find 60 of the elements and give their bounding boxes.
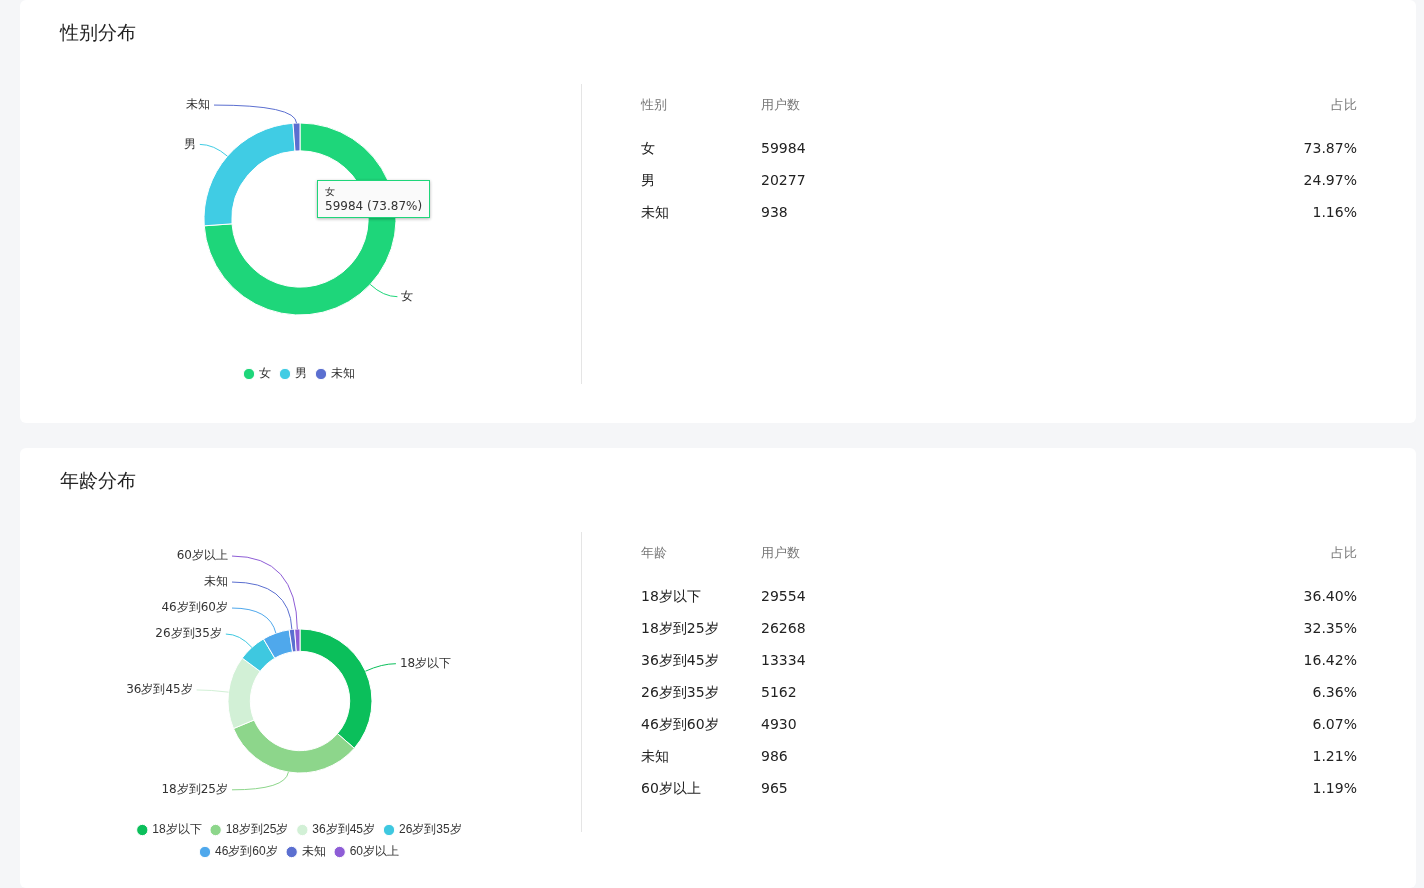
text: 性别	[641, 96, 667, 114]
text: 36.40%	[1303, 588, 1357, 604]
legend-label: 男	[295, 366, 307, 381]
text: 24.97%	[1303, 172, 1357, 188]
text: 20277	[761, 172, 806, 188]
text: 占比	[1331, 544, 1357, 562]
text: 未知	[641, 204, 669, 222]
text: 32.35%	[1303, 620, 1357, 636]
slice-label: 未知	[204, 574, 228, 589]
text: 59984 (73.87%)	[325, 199, 423, 213]
text: 18岁到25岁	[641, 620, 719, 638]
slice-label: 未知	[186, 97, 210, 112]
text: 59984	[761, 140, 806, 156]
legend-label: 女	[259, 366, 271, 381]
legend-label: 未知	[301, 844, 326, 859]
slice-label: 女	[325, 185, 336, 199]
legend-label: 46岁到60岁	[214, 844, 278, 859]
text: 73.87%	[1303, 140, 1357, 156]
text: 46岁到60岁	[641, 716, 719, 734]
legend-label: 18岁到25岁	[225, 822, 289, 837]
slice-label: 36岁到45岁	[126, 682, 193, 697]
text: 未知	[641, 748, 669, 766]
legend-label: 未知	[331, 366, 355, 381]
slice-label: 女	[401, 288, 414, 303]
text: 4930	[761, 716, 797, 732]
slice-label: 46岁到60岁	[161, 600, 228, 615]
chart-title: 年龄分布	[60, 468, 136, 493]
text: 男	[641, 172, 655, 190]
legend-label: 60岁以上	[349, 844, 400, 859]
text: 6.36%	[1312, 684, 1357, 700]
slice-label: 26岁到35岁	[155, 626, 222, 641]
legend-label: 26岁到35岁	[399, 822, 462, 837]
legend-label: 36岁到45岁	[312, 822, 376, 837]
text: 用户数	[761, 96, 800, 114]
slice-label: 18岁以下	[399, 655, 452, 670]
text: 用户数	[761, 544, 800, 562]
text: 965	[761, 780, 788, 796]
text: 13334	[761, 652, 806, 668]
text: 占比	[1331, 96, 1357, 114]
slice-label: 男	[183, 136, 196, 151]
text: 女	[641, 140, 655, 158]
text: 16.42%	[1303, 652, 1357, 668]
text: 18岁以下	[641, 588, 701, 606]
text: 26岁到35岁	[641, 684, 719, 702]
text: 1.21%	[1312, 748, 1357, 764]
slice-label: 18岁到25岁	[161, 781, 228, 796]
text: 1.16%	[1312, 204, 1357, 220]
text: 26268	[761, 620, 806, 636]
legend-label: 18岁以下	[152, 822, 202, 837]
text: 29554	[761, 588, 806, 604]
slice-label: 60岁以上	[176, 548, 228, 563]
text: 年龄	[641, 544, 667, 562]
text: 938	[761, 204, 788, 220]
text: 5162	[761, 684, 797, 700]
text: 1.19%	[1312, 780, 1357, 796]
chart-title: 性别分布	[60, 20, 136, 45]
text: 986	[761, 748, 788, 764]
text: 36岁到45岁	[641, 652, 719, 670]
text: 6.07%	[1312, 716, 1357, 732]
text: 60岁以上	[641, 780, 701, 798]
